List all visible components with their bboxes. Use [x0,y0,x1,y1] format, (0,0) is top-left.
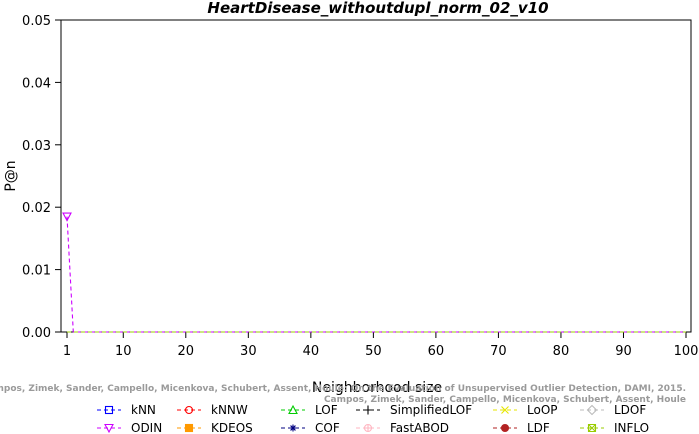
y-tick-label: 0.00 [22,326,51,341]
series-point [500,423,510,433]
x-tick-label: 60 [428,344,445,359]
watermark-line-1: Campos, Zimek, Sander, Campello, Micenko… [0,384,686,394]
legend-label: LOF [315,403,338,417]
y-tick-label: 0.04 [22,76,51,91]
legend-item-cof: COF [281,421,340,434]
legend-label: KDEOS [211,421,253,434]
y-tick-label: 0.03 [22,139,51,154]
x-axis: 1 10 20 30 40 50 60 70 80 90 100 [63,332,699,359]
legend-label: COF [315,421,340,434]
x-tick-label: 20 [178,344,195,359]
y-tick-label: 0.05 [22,14,51,29]
y-axis: 0.00 0.01 0.02 0.03 0.04 0.05 [22,14,61,341]
series-point [289,424,297,432]
x-tick-label: 100 [674,344,699,359]
legend-item-lof: LOF [281,403,338,417]
legend-label: ODIN [131,421,162,434]
legend-item-simplifiedlof: SimplifiedLOF [356,403,472,417]
watermark-line-2: Campos, Zimek, Sander, Campello, Micenko… [324,395,686,405]
series-point [288,404,298,415]
legend-label: FastABOD [390,421,449,434]
x-axis-title: Neighborhood size [312,380,442,396]
legend-item-loop: LoOP [493,403,558,417]
series-point [62,212,72,222]
series-layer [62,212,686,333]
series-point [184,423,194,433]
x-tick-label: 90 [615,344,632,359]
y-axis-title: P@n [3,160,19,191]
series-point [184,405,194,415]
x-tick-label: 80 [553,344,570,359]
legend-item-ldf: LDF [493,421,550,434]
series-line [66,216,686,333]
x-tick-label: 70 [490,344,507,359]
legend-item-knnw: kNNW [177,403,248,417]
chart-title: HeartDisease_withoutdupl_norm_02_v10 [207,0,548,17]
series-point [501,406,509,414]
legend-label: kNN [131,403,156,417]
legend-label: LoOP [527,403,558,417]
legend-label: LDOF [614,403,646,417]
legend-item-kdeos: KDEOS [177,421,253,434]
legend-item-ldof: LDOF [580,403,646,417]
series-point [363,405,373,415]
x-tick-label: 10 [115,344,132,359]
x-tick-label: 30 [240,344,257,359]
series-point [104,405,114,415]
legend-item-knn: kNN [97,403,156,417]
series-point [586,404,598,416]
x-tick-label: 1 [63,344,71,359]
plot-area [60,19,692,333]
series-odin [62,212,686,333]
y-tick-label: 0.02 [22,201,51,216]
x-tick-label: 50 [365,344,382,359]
legend: kNN kNNW LOF SimplifiedLOF LoOP LDOF ODIN KDEOS… [97,403,649,434]
legend-label: kNNW [211,403,248,417]
legend-label: LDF [527,421,550,434]
legend-item-inflo: INFLO [580,421,649,434]
legend-label: SimplifiedLOF [390,403,472,417]
series-point [363,423,373,433]
y-tick-label: 0.01 [22,264,51,279]
legend-label: INFLO [614,421,649,434]
x-tick-label: 40 [303,344,320,359]
series-point [104,423,114,434]
legend-item-odin: ODIN [97,421,162,434]
series-point [587,423,597,433]
legend-item-fastabod: FastABOD [356,421,449,434]
